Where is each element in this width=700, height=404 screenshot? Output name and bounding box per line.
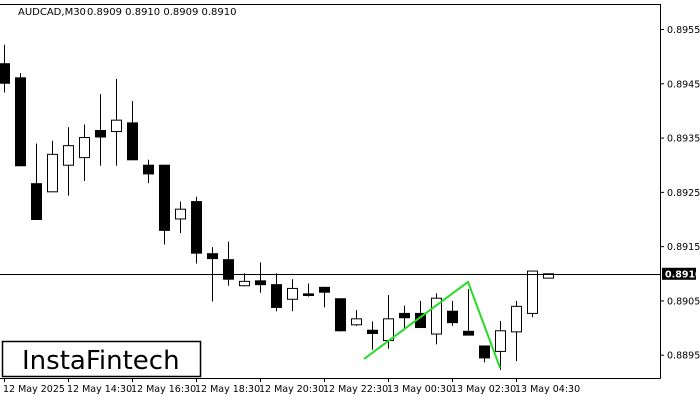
y-tick-label: 0.8905	[667, 296, 700, 307]
logo-text: InstaFintech	[22, 346, 180, 376]
candle-body-bearish	[303, 293, 314, 296]
candle-body-bearish	[0, 63, 10, 84]
candle	[95, 94, 106, 166]
candle-body-bearish	[335, 298, 346, 332]
candle	[351, 310, 362, 326]
candle-body-bullish	[111, 119, 122, 133]
candle-body-bullish	[175, 208, 186, 220]
pattern-group	[363, 280, 501, 369]
x-tick-label: 12 May 14:30	[67, 384, 132, 395]
logo-box: InstaFintech	[1, 340, 202, 378]
x-tick-label: 13 May 02:30	[451, 384, 516, 395]
symbol-label: AUDCAD,M30	[18, 7, 86, 18]
x-tick-label: 12 May 2025	[3, 384, 65, 395]
x-tick-label: 12 May 16:30	[131, 384, 196, 395]
candle-body-bearish	[207, 253, 218, 260]
ohlc-values: 0.8909 0.8910 0.8909 0.8910	[87, 7, 237, 18]
y-tick-label: 0.8925	[667, 188, 700, 199]
candle-body-bearish	[271, 284, 282, 308]
candle	[127, 101, 138, 161]
y-tick-label: 0.8895	[667, 351, 700, 362]
x-tick-label: 12 May 22:30	[323, 384, 388, 395]
y-tick-label: 0.8955	[667, 25, 700, 36]
candle	[367, 321, 378, 350]
candle	[15, 72, 26, 167]
candle-body-bearish	[319, 286, 330, 293]
candle-body-bullish	[511, 305, 522, 333]
candle-body-bearish	[367, 329, 378, 334]
y-tick-label: 0.8935	[667, 134, 700, 145]
candle-body-bullish	[79, 137, 90, 159]
candle	[0, 44, 10, 93]
y-tick-label: 0.8945	[667, 79, 700, 90]
candle	[175, 201, 186, 234]
x-tick-label: 12 May 20:30	[259, 384, 324, 395]
candle-body-bearish	[159, 164, 170, 231]
candle	[111, 78, 122, 166]
candle	[527, 270, 538, 318]
candle	[223, 241, 234, 286]
candle-body-bearish	[191, 201, 202, 254]
candle-body-bearish	[223, 259, 234, 280]
candle-body-bullish	[527, 270, 538, 314]
candle-body-bullish	[543, 273, 554, 279]
candle	[511, 300, 522, 362]
candle-body-bullish	[431, 297, 442, 335]
current-price-group: 0.8910	[0, 267, 700, 280]
x-tick-label: 13 May 00:30	[387, 384, 452, 395]
x-tick-label: 12 May 18:30	[195, 384, 260, 395]
candle	[399, 305, 410, 329]
x-tick-label: 13 May 04:30	[515, 384, 580, 395]
candle-body-bearish	[143, 164, 154, 175]
candle	[239, 273, 250, 287]
candle	[63, 127, 74, 196]
y-tick-label: 0.8915	[667, 242, 700, 253]
candle	[287, 279, 298, 312]
candle-body-bullish	[63, 145, 74, 166]
candle	[79, 124, 90, 181]
candle-body-bearish	[463, 330, 474, 336]
candle	[335, 298, 346, 332]
candle	[319, 286, 330, 308]
candle	[191, 196, 202, 264]
y-axis: 0.8955 0.8945 0.8935 0.8925 0.8915 0.8905 0.88…	[660, 25, 700, 362]
candle	[255, 262, 266, 293]
candle-body-bullish	[239, 280, 250, 287]
candle	[271, 273, 282, 312]
candle	[431, 293, 442, 345]
candle	[479, 345, 490, 363]
candle-body-bearish	[479, 345, 490, 359]
candle-body-bullish	[287, 287, 298, 300]
candle	[159, 164, 170, 245]
candle	[495, 321, 506, 370]
candle-body-bullish	[351, 318, 362, 326]
candle-body-bearish	[15, 77, 26, 167]
candle-body-bearish	[399, 312, 410, 319]
candle	[303, 283, 314, 297]
candle-body-bearish	[95, 129, 106, 138]
candle-body-bearish	[447, 310, 458, 324]
candle-body-bearish	[255, 280, 266, 286]
candle-body-bullish	[47, 153, 58, 193]
pattern-line	[363, 280, 501, 369]
candle-body-bullish	[495, 330, 506, 352]
candle	[143, 159, 154, 184]
candle	[31, 143, 42, 220]
candle-body-bearish	[127, 122, 138, 161]
candle-body-bearish	[31, 183, 42, 220]
candle	[463, 288, 474, 336]
current-price-tag	[662, 267, 696, 280]
candle	[447, 300, 458, 326]
candle	[47, 140, 58, 193]
current-price-label: 0.8910	[665, 269, 700, 280]
